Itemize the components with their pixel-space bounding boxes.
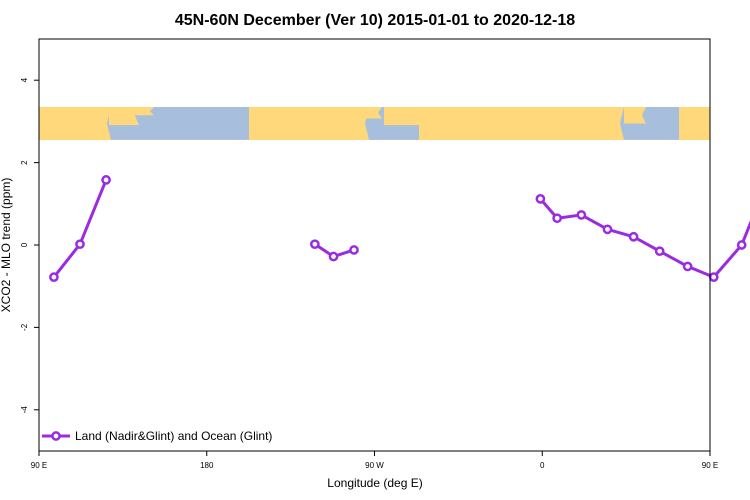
data-point — [349, 245, 359, 255]
series-line — [52, 179, 108, 279]
y-axis-label: XCO2 - MLO trend (ppm) — [0, 178, 13, 313]
data-point — [310, 239, 320, 250]
chart-title: 45N-60N December (Ver 10) 2015-01-01 to … — [175, 12, 575, 29]
data-point — [602, 224, 613, 235]
legend-label: Land (Nadir&Glint) and Ocean (Glint) — [75, 429, 272, 443]
x-tick-label: 90 E — [702, 461, 718, 470]
data-point — [654, 246, 665, 257]
y-tick-label: -4 — [20, 406, 29, 414]
x-tick-label: 90 E — [31, 461, 47, 470]
data-point — [552, 213, 563, 224]
plot-frame — [38, 38, 711, 452]
data-point — [328, 251, 339, 262]
land-mass — [419, 106, 624, 140]
data-point — [75, 239, 85, 250]
y-axis: -4 -2 0 2 4 — [20, 77, 39, 413]
y-tick-label: 0 — [20, 242, 29, 247]
land-mass — [39, 106, 111, 140]
data-point — [49, 272, 59, 282]
land-mass — [134, 106, 154, 116]
data-point — [682, 261, 693, 272]
land-mass — [384, 106, 426, 126]
land-mass — [109, 106, 139, 126]
x-axis-label: Longitude (deg E) — [327, 476, 422, 490]
x-tick-label: 0 — [540, 461, 545, 470]
land-mass — [249, 106, 369, 140]
data-point — [736, 240, 747, 250]
x-tick-label: 90 W — [365, 461, 384, 470]
plot-area — [49, 175, 750, 282]
land-masses — [39, 106, 710, 140]
y-tick-label: 4 — [20, 77, 29, 82]
legend: Land (Nadir&Glint) and Ocean (Glint) — [42, 429, 272, 443]
data-point — [101, 175, 111, 185]
x-tick-label: 180 — [200, 461, 214, 470]
y-tick-label: 2 — [20, 160, 29, 165]
legend-marker — [51, 431, 61, 441]
land-mass — [679, 106, 710, 140]
data-point — [576, 210, 587, 220]
series-line — [539, 197, 750, 279]
y-tick-label: -2 — [20, 323, 29, 331]
data-point — [535, 194, 546, 204]
data-point — [628, 231, 639, 242]
x-axis: 90 E 180 90 W 0 90 E — [31, 451, 718, 470]
land-mass — [364, 106, 382, 119]
land-mass — [624, 106, 646, 124]
data-point — [708, 272, 719, 282]
world-map-band — [39, 106, 710, 140]
